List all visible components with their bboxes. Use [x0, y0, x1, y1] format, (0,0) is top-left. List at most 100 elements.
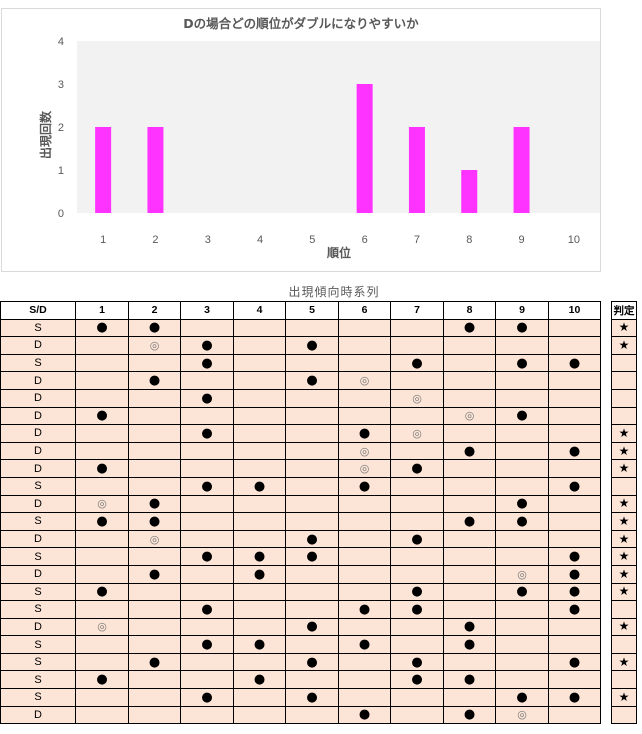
- rank-cell: ●: [285, 336, 339, 355]
- dot-mark: ●: [253, 672, 266, 688]
- rank-cell: [443, 494, 496, 514]
- table-row: D ● ● ◎: [0, 705, 637, 725]
- column-gap: [600, 424, 612, 443]
- rank-cell: [233, 318, 286, 338]
- rank-cell: [233, 371, 286, 390]
- rank-cell: [233, 336, 286, 355]
- rank-cell: [548, 512, 601, 531]
- rank-cell: [180, 529, 234, 549]
- star-mark: ★: [618, 689, 630, 704]
- rank-cell: [495, 476, 549, 496]
- dot-mark: ●: [201, 601, 213, 617]
- double-ring-mark: ◎: [97, 497, 107, 511]
- rank-cell: ●: [495, 688, 549, 707]
- dot-mark: ●: [253, 637, 266, 653]
- appearance-table: S/D 1 2 3 4 5 6 7 8 9 10 判定 S ● ● ● ● ★ D ◎ ● ● ★ S ● ● ● ● D ● ● ◎ D ● ◎…: [0, 301, 637, 725]
- rank-cell: ●: [285, 617, 339, 637]
- rank-cell: [390, 617, 444, 637]
- rank-cell: [390, 688, 444, 707]
- rank-cell: ●: [128, 652, 181, 672]
- rank-cell: [338, 688, 391, 707]
- table-row: D ● ◎ ●: [0, 406, 637, 426]
- bar: [147, 127, 164, 213]
- rank-cell: [548, 705, 601, 725]
- dot-mark: ●: [306, 689, 318, 705]
- sd-cell: D: [0, 529, 76, 549]
- sd-cell: S: [0, 512, 76, 531]
- rank-cell: [233, 705, 286, 725]
- rank-cell: ●: [233, 476, 286, 496]
- rank-cell: [338, 529, 391, 549]
- rank-cell: [75, 705, 129, 725]
- sd-cell: S: [0, 476, 76, 496]
- double-ring-mark: ◎: [359, 462, 370, 476]
- rank-cell: [495, 371, 549, 390]
- rank-cell: ●: [443, 670, 496, 690]
- dot-mark: ●: [201, 637, 213, 653]
- dot-mark: ●: [568, 654, 581, 670]
- rank-cell: [338, 406, 391, 426]
- rank-cell: ●: [180, 688, 234, 707]
- x-tick-label: 1: [100, 234, 106, 246]
- rank-cell: ●: [180, 635, 234, 654]
- table-header-row: S/D 1 2 3 4 5 6 7 8 9 10 判定: [0, 301, 637, 320]
- dot-mark: ●: [201, 549, 213, 565]
- column-gap: [600, 530, 612, 548]
- column-gap: [600, 336, 612, 355]
- rank-cell: [285, 441, 339, 461]
- rank-cell: ●: [128, 318, 181, 338]
- rank-cell: ●: [548, 582, 601, 602]
- rank-cell: [390, 705, 444, 725]
- dot-mark: ●: [201, 355, 213, 371]
- rank-cell: [443, 371, 496, 390]
- rank-cell: [180, 582, 234, 602]
- dot-mark: ●: [358, 637, 371, 653]
- rank-cell: [285, 476, 339, 496]
- judge-cell: ★: [611, 459, 637, 478]
- dot-mark: ●: [411, 672, 423, 688]
- y-tick-label: 1: [58, 165, 64, 177]
- column-gap: [600, 688, 612, 707]
- rank-cell: ●: [495, 582, 549, 602]
- y-tick-label: 2: [58, 122, 64, 134]
- bar: [356, 84, 373, 213]
- column-gap: [600, 547, 612, 566]
- rank-cell: ●: [548, 547, 601, 566]
- double-ring-mark: ◎: [97, 620, 107, 634]
- rank-cell: [128, 600, 181, 619]
- table-row: D ● ◎: [0, 388, 637, 408]
- double-ring-mark: ◎: [412, 426, 422, 440]
- dot-mark: ●: [411, 355, 423, 371]
- header-rank: 5: [285, 301, 339, 320]
- rank-cell: [338, 494, 391, 514]
- rank-cell: ●: [75, 582, 129, 602]
- dot-mark: ●: [306, 337, 318, 353]
- rank-cell: [495, 459, 549, 478]
- column-gap: [600, 512, 612, 531]
- dot-mark: ●: [568, 549, 581, 565]
- rank-cell: ●: [495, 318, 549, 338]
- dot-mark: ●: [201, 390, 213, 406]
- dot-mark: ●: [411, 584, 423, 600]
- dot-mark: ●: [358, 707, 371, 723]
- judge-cell: ★: [611, 582, 637, 602]
- dot-mark: ●: [568, 478, 581, 494]
- rank-cell: ●: [285, 529, 339, 549]
- dot-mark: ●: [201, 478, 213, 494]
- rank-cell: [285, 459, 339, 478]
- bar: [461, 170, 478, 213]
- rank-cell: [495, 652, 549, 672]
- dot-mark: ●: [201, 425, 213, 441]
- dot-mark: ●: [306, 531, 318, 547]
- dot-mark: ●: [148, 566, 161, 582]
- rank-cell: ●: [75, 406, 129, 426]
- rank-cell: [548, 388, 601, 408]
- rank-cell: [443, 459, 496, 478]
- rank-cell: ●: [285, 652, 339, 672]
- rank-cell: ●: [390, 600, 444, 619]
- table-row: S ● ● ● ●: [0, 353, 637, 373]
- rank-cell: [180, 705, 234, 725]
- rank-cell: ●: [180, 388, 234, 408]
- rank-cell: ●: [548, 353, 601, 373]
- dot-mark: ●: [358, 601, 371, 617]
